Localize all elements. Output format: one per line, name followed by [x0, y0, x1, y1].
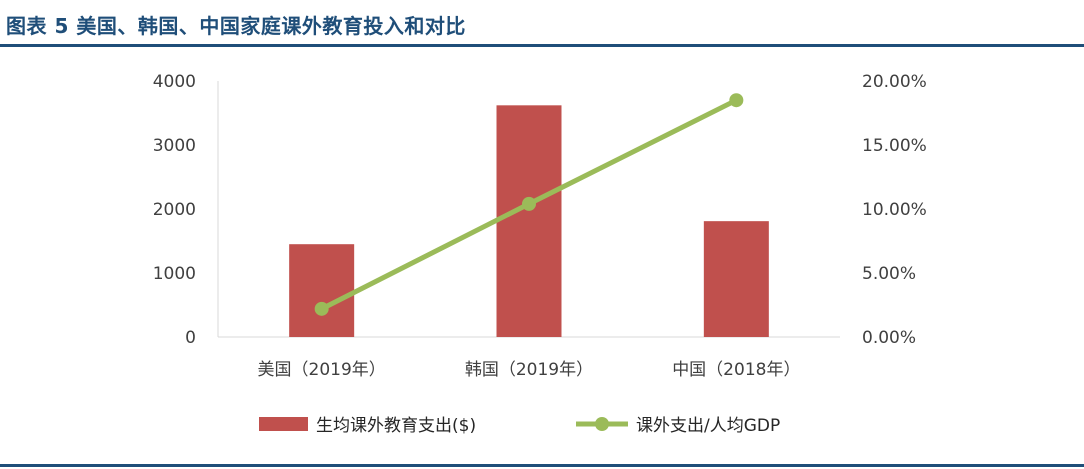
combo-chart: 0 1000 2000 3000 4000 0.00% 5.00% 10.00% 15.00% 2… [153, 72, 927, 436]
category-labels: 美国（2019年） 韩国（2019年） 中国（2018年） [258, 360, 801, 380]
y-right-tick-label: 5.00% [862, 264, 916, 284]
y-left-tick-label: 1000 [153, 264, 196, 284]
y-left-tick-label: 4000 [153, 72, 196, 92]
category-label: 韩国（2019年） [465, 360, 593, 380]
ratio-point [522, 196, 536, 211]
bar [496, 105, 562, 337]
ratio-line [314, 93, 744, 316]
chart-title: 图表 5 美国、韩国、中国家庭课外教育投入和对比 [6, 14, 466, 38]
ratio-point [729, 93, 744, 108]
legend: 生均课外教育支出($) 课外支出/人均GDP [259, 416, 780, 436]
y-left-tick-label: 0 [185, 328, 196, 348]
bar [703, 221, 769, 337]
bar [289, 244, 355, 337]
title-rule [0, 44, 1084, 47]
legend-bar-label: 生均课外教育支出($) [316, 416, 476, 436]
legend-bar-swatch [259, 417, 308, 431]
category-label: 中国（2018年） [672, 360, 800, 380]
legend-line-label: 课外支出/人均GDP [636, 416, 780, 436]
bars [289, 105, 769, 337]
legend-line-marker [595, 417, 609, 431]
axes: 0 1000 2000 3000 4000 0.00% 5.00% 10.00% 15.00% 2… [153, 72, 927, 348]
y-right-tick-label: 10.00% [862, 200, 927, 220]
y-left-tick-label: 2000 [153, 200, 196, 220]
y-right-tick-label: 15.00% [862, 136, 927, 156]
y-right-tick-label: 0.00% [862, 328, 916, 348]
y-right-tick-label: 20.00% [862, 72, 927, 92]
category-label: 美国（2019年） [258, 360, 386, 380]
ratio-point [314, 301, 329, 316]
y-left-tick-label: 3000 [153, 136, 196, 156]
bottom-rule [0, 464, 1084, 467]
